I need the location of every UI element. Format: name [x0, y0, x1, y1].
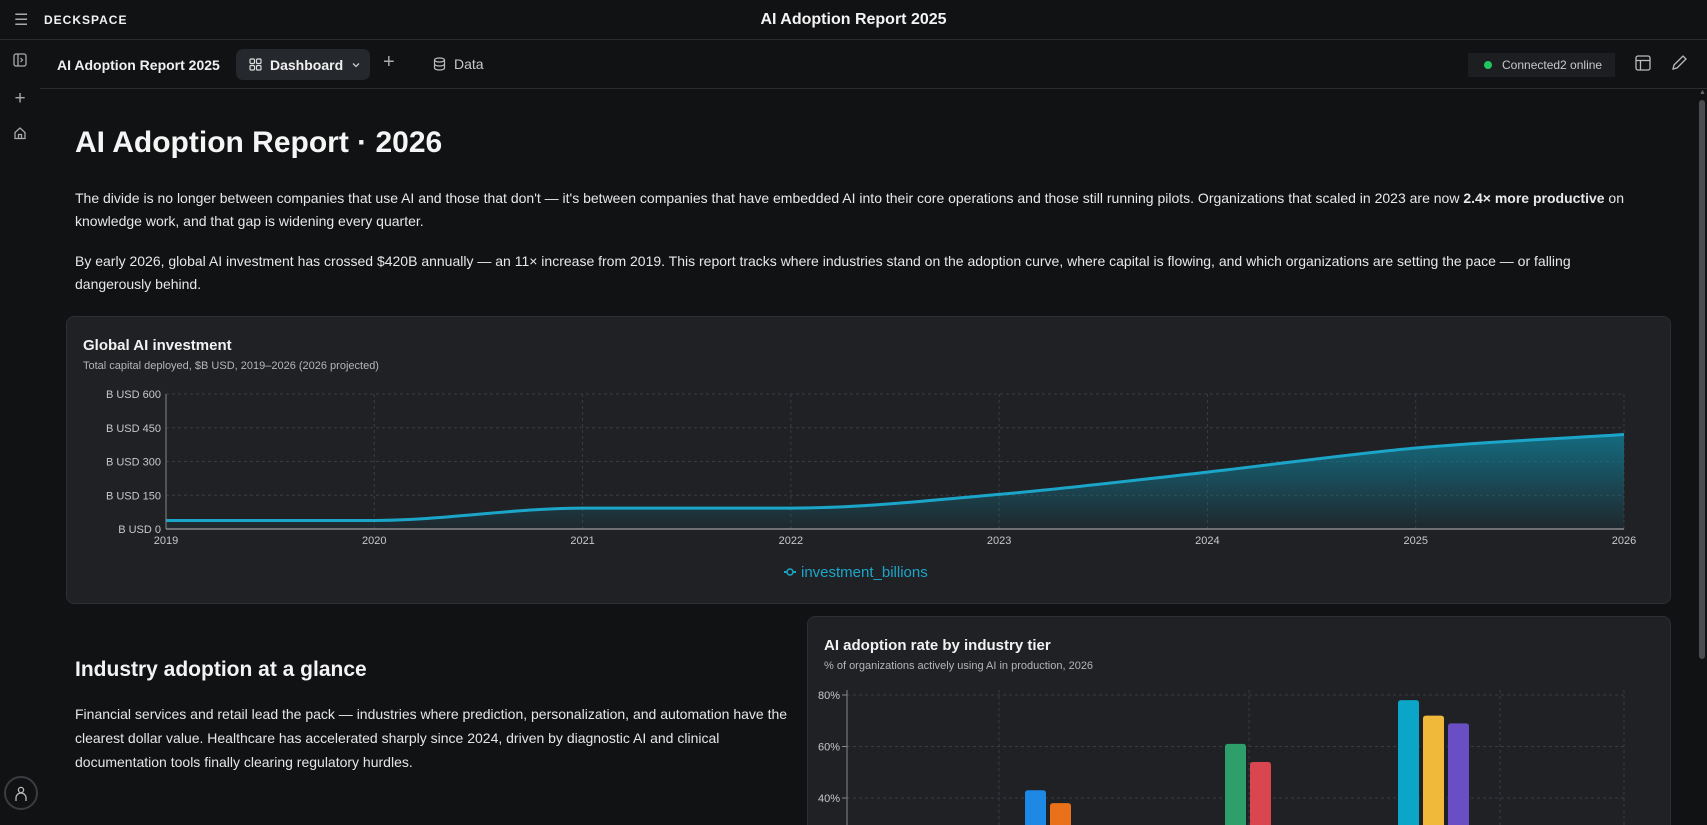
tab-data-label: Data	[454, 56, 484, 72]
bar	[1050, 803, 1071, 825]
x-tick-label: 2020	[362, 535, 386, 547]
document-toolbar: AI Adoption Report 2025 Dashboard + Data…	[40, 40, 1707, 89]
section-paragraph: Financial services and retail lead the p…	[75, 706, 788, 770]
add-tab-button[interactable]: +	[383, 51, 395, 73]
y-tick-label: 80%	[818, 690, 840, 702]
chart-title: Global AI investment	[83, 337, 232, 354]
bar	[1398, 700, 1419, 825]
add-icon[interactable]: +	[14, 88, 26, 109]
brand-logo: DECKSPACE	[44, 13, 128, 27]
intro-paragraph: The divide is no longer between companie…	[75, 187, 1645, 233]
chart-title: AI adoption rate by industry tier	[824, 637, 1051, 654]
scrollbar-thumb[interactable]	[1699, 100, 1705, 659]
edit-pencil-icon[interactable]	[1670, 54, 1688, 77]
chart-subtitle: Total capital deployed, $B USD, 2019–202…	[83, 360, 379, 372]
chevron-down-icon[interactable]	[351, 60, 361, 70]
x-tick-label: 2024	[1195, 535, 1219, 547]
x-tick-label: 2025	[1403, 535, 1427, 547]
intro-text-end: on knowledge work, and that gap is widen…	[75, 190, 1625, 229]
home-icon[interactable]	[10, 126, 30, 146]
page-title: AI Adoption Report · 2026	[75, 126, 443, 159]
series-line	[166, 433, 1625, 522]
bar	[1423, 715, 1444, 825]
scrollbar[interactable]: ▲	[1697, 89, 1707, 825]
x-tick-label: 2019	[154, 535, 178, 547]
y-tick-label: B USD 300	[106, 457, 161, 469]
chart-subtitle: % of organizations actively using AI in …	[824, 660, 1094, 672]
document-title: AI Adoption Report 2025	[57, 57, 220, 73]
status-text: Connected2 online	[1502, 58, 1603, 72]
bar	[1448, 723, 1469, 825]
grid-icon	[249, 58, 262, 71]
status-dot-icon	[1484, 61, 1492, 69]
x-tick-label: 2021	[570, 535, 594, 547]
bar	[1025, 790, 1046, 825]
top-bar: ☰ DECKSPACE AI Adoption Report 2025	[0, 0, 1707, 40]
tab-data[interactable]: Data	[433, 56, 484, 72]
table-layout-icon[interactable]	[1635, 55, 1651, 76]
legend-marker-icon	[786, 568, 794, 576]
y-tick-label: B USD 0	[118, 524, 161, 536]
bar	[1250, 761, 1271, 825]
window-title: AI Adoption Report 2025	[760, 11, 947, 28]
area-fill	[166, 434, 1624, 529]
tab-dashboard[interactable]: Dashboard	[236, 49, 370, 80]
legend-label: investment_billions	[801, 564, 928, 581]
sidebar-toggle-icon[interactable]	[10, 53, 30, 73]
intro-text: The divide is no longer between companie…	[75, 190, 1464, 206]
database-icon	[433, 57, 446, 71]
bar	[1225, 743, 1246, 825]
section-title: Industry adoption at a glance	[75, 658, 367, 681]
user-avatar[interactable]	[4, 776, 38, 810]
hamburger-menu-icon[interactable]: ☰	[14, 12, 29, 29]
y-tick-label: B USD 450	[106, 423, 161, 435]
y-tick-label: 60%	[818, 742, 840, 754]
intro-highlight: 2.4× more productive	[1463, 190, 1605, 206]
y-tick-label: B USD 600	[106, 389, 161, 401]
connection-status: Connected2 online	[1468, 53, 1615, 77]
x-tick-label: 2026	[1612, 535, 1636, 547]
x-tick-label: 2023	[987, 535, 1011, 547]
investment-paragraph: By early 2026, global AI investment has …	[75, 253, 1571, 292]
y-tick-label: 40%	[818, 793, 840, 805]
tab-dashboard-label: Dashboard	[270, 56, 344, 73]
y-tick-label: B USD 150	[106, 490, 161, 502]
x-tick-label: 2022	[779, 535, 803, 547]
left-rail: +	[0, 40, 40, 825]
